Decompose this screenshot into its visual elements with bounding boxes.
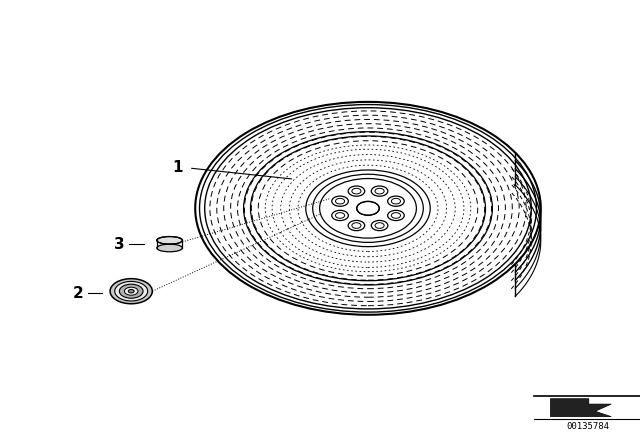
Ellipse shape [128,289,134,293]
Ellipse shape [387,196,405,207]
Text: 1: 1 [172,160,182,176]
Text: 00135784: 00135784 [566,422,609,431]
Ellipse shape [348,185,365,197]
Ellipse shape [356,202,380,215]
Ellipse shape [115,281,148,301]
Text: 3: 3 [114,237,125,252]
Text: 2: 2 [72,286,83,301]
Ellipse shape [371,220,388,231]
Ellipse shape [157,237,182,244]
Ellipse shape [124,287,138,295]
Ellipse shape [157,244,182,252]
Ellipse shape [371,185,388,197]
Ellipse shape [331,196,349,207]
Ellipse shape [120,284,143,298]
Ellipse shape [348,220,365,231]
Ellipse shape [331,210,349,221]
Polygon shape [550,399,611,417]
Ellipse shape [110,279,152,304]
Ellipse shape [387,210,405,221]
